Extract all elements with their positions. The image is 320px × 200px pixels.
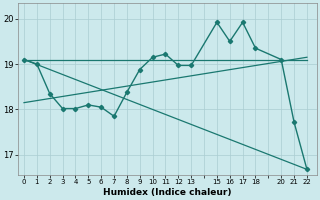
X-axis label: Humidex (Indice chaleur): Humidex (Indice chaleur) (103, 188, 232, 197)
